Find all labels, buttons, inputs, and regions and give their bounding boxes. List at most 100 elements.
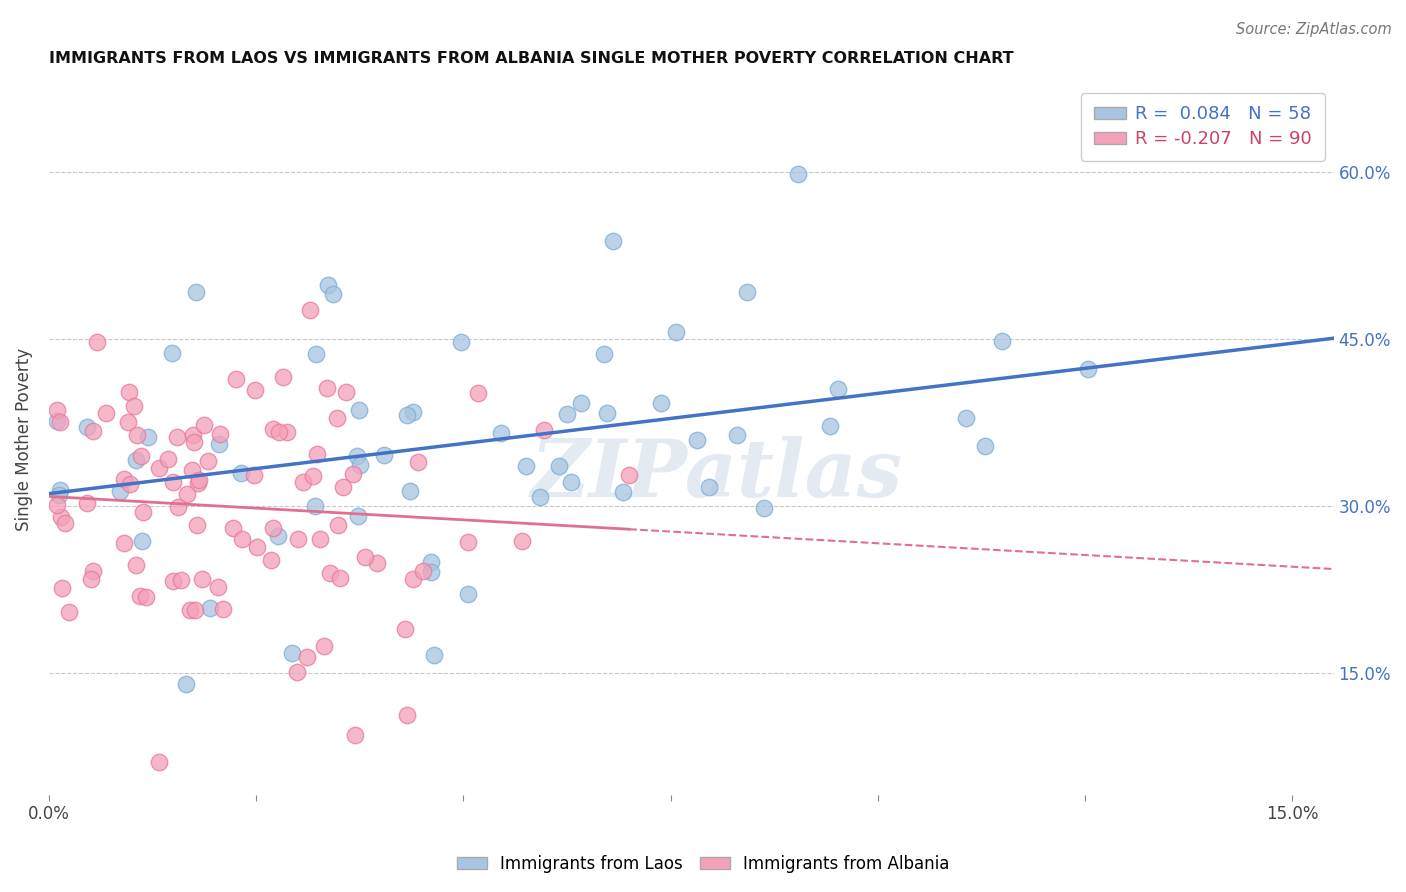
Point (148, 755, 170, 769)
Point (420, 556, 443, 570)
Point (316, 381, 339, 395)
Point (176, 487, 198, 501)
Point (191, 572, 214, 586)
Point (686, 433, 709, 447)
Point (316, 277, 339, 292)
Point (166, 430, 188, 444)
Point (243, 468, 266, 483)
Point (94, 406, 117, 420)
Point (420, 565, 443, 579)
Point (569, 396, 592, 410)
Point (179, 603, 201, 617)
Point (617, 468, 640, 483)
Legend: R =  0.084   N = 58, R = -0.207   N = 90: R = 0.084 N = 58, R = -0.207 N = 90 (1081, 93, 1324, 161)
Point (285, 665, 308, 680)
Point (117, 415, 139, 429)
Point (406, 455, 429, 469)
Legend: Immigrants from Laos, Immigrants from Albania: Immigrants from Laos, Immigrants from Al… (450, 848, 956, 880)
Point (200, 600, 222, 615)
Point (46, 403, 69, 417)
Point (174, 677, 197, 691)
Text: ZIPatlas: ZIPatlas (531, 436, 903, 514)
Point (547, 459, 569, 474)
Point (148, 461, 170, 475)
Point (246, 541, 269, 555)
Point (396, 408, 419, 422)
Point (991, 334, 1014, 348)
Point (269, 425, 291, 439)
Point (529, 490, 551, 504)
Point (787, 167, 810, 181)
Point (665, 325, 688, 339)
Point (354, 550, 377, 565)
Point (120, 476, 142, 491)
Point (271, 370, 294, 384)
Point (112, 536, 135, 550)
Point (287, 532, 309, 546)
Point (208, 427, 231, 442)
Point (82, 424, 104, 438)
Point (349, 458, 371, 473)
Point (262, 422, 284, 436)
Point (280, 646, 302, 660)
Point (329, 571, 352, 585)
Point (399, 483, 422, 498)
Point (231, 532, 253, 546)
Point (188, 473, 211, 487)
Point (46, 499, 69, 513)
Point (79, 572, 101, 586)
Point (752, 501, 775, 516)
Point (818, 419, 841, 434)
Point (131, 534, 153, 549)
Point (187, 476, 209, 491)
Point (305, 346, 328, 360)
Point (129, 449, 152, 463)
Point (276, 425, 298, 439)
Point (346, 449, 368, 463)
Point (82, 564, 104, 578)
Point (467, 386, 489, 401)
Text: IMMIGRANTS FROM LAOS VS IMMIGRANTS FROM ALBANIA SINGLE MOTHER POVERTY CORRELATIO: IMMIGRANTS FROM LAOS VS IMMIGRANTS FROM … (49, 51, 1014, 66)
Point (326, 517, 349, 532)
Point (612, 485, 634, 500)
Point (243, 383, 266, 397)
Point (312, 639, 335, 653)
Point (125, 558, 148, 572)
Y-axis label: Single Mother Poverty: Single Mother Poverty (15, 348, 32, 531)
Point (222, 521, 245, 535)
Point (167, 500, 190, 515)
Point (170, 573, 193, 587)
Point (193, 418, 215, 433)
Text: Source: ZipAtlas.com: Source: ZipAtlas.com (1236, 22, 1392, 37)
Point (49, 510, 72, 524)
Point (322, 286, 344, 301)
Point (602, 234, 624, 248)
Point (135, 590, 157, 604)
Point (53, 516, 76, 530)
Point (260, 552, 283, 566)
Point (326, 411, 349, 425)
Point (347, 403, 370, 417)
Point (1077, 362, 1099, 376)
Point (450, 335, 472, 350)
Point (457, 587, 479, 601)
Point (225, 372, 247, 386)
Point (515, 458, 537, 473)
Point (457, 535, 479, 549)
Point (51, 581, 73, 595)
Point (343, 728, 366, 742)
Point (697, 480, 720, 494)
Point (76, 496, 98, 510)
Point (58, 605, 80, 619)
Point (555, 407, 578, 421)
Point (347, 509, 370, 524)
Point (412, 564, 434, 578)
Point (211, 601, 233, 615)
Point (112, 472, 135, 486)
Point (366, 556, 388, 570)
Point (118, 384, 141, 399)
Point (262, 521, 284, 535)
Point (125, 453, 148, 467)
Point (955, 411, 977, 425)
Point (489, 426, 512, 441)
